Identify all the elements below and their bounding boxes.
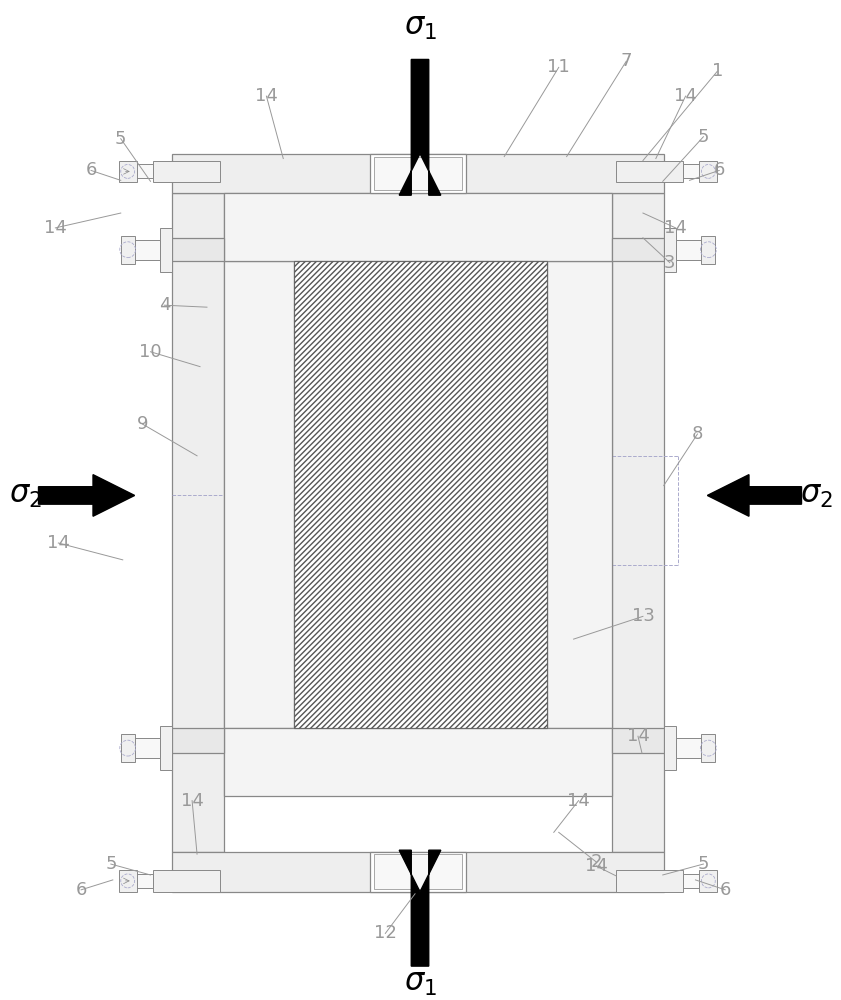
Bar xyxy=(224,728,612,796)
Bar xyxy=(370,154,466,193)
Bar xyxy=(153,161,220,182)
Bar xyxy=(547,261,612,728)
Bar xyxy=(224,193,612,261)
Polygon shape xyxy=(39,475,135,516)
Bar xyxy=(701,734,716,762)
Text: 10: 10 xyxy=(139,343,161,361)
Bar xyxy=(224,261,294,728)
Text: 14: 14 xyxy=(627,727,649,745)
Bar xyxy=(130,874,153,888)
Text: $\sigma_2$: $\sigma_2$ xyxy=(9,481,42,510)
Text: 1: 1 xyxy=(711,62,723,80)
Polygon shape xyxy=(399,59,441,195)
Bar xyxy=(130,164,153,178)
Bar xyxy=(121,236,135,264)
Text: 14: 14 xyxy=(674,87,697,105)
Text: 12: 12 xyxy=(374,924,397,942)
Bar xyxy=(683,874,706,888)
Bar xyxy=(161,228,172,272)
Text: 14: 14 xyxy=(47,534,70,552)
Polygon shape xyxy=(707,475,801,516)
Polygon shape xyxy=(399,850,441,966)
Bar xyxy=(374,157,462,190)
Bar xyxy=(664,726,675,770)
Bar xyxy=(133,738,161,758)
Text: 14: 14 xyxy=(44,219,66,237)
Bar xyxy=(133,240,161,260)
Text: 6: 6 xyxy=(85,161,97,179)
Bar xyxy=(612,193,664,852)
Bar xyxy=(616,870,683,892)
Bar xyxy=(616,161,683,182)
Text: 13: 13 xyxy=(632,607,654,625)
Bar xyxy=(700,161,717,182)
Text: 11: 11 xyxy=(547,58,570,76)
Text: 14: 14 xyxy=(181,792,204,810)
Bar xyxy=(172,154,664,193)
Bar xyxy=(612,238,664,261)
Text: $\sigma_1$: $\sigma_1$ xyxy=(404,13,436,42)
Text: 5: 5 xyxy=(698,128,709,146)
Bar xyxy=(294,261,547,728)
Bar xyxy=(700,870,717,892)
Text: $\sigma_1$: $\sigma_1$ xyxy=(404,969,436,998)
Text: 6: 6 xyxy=(713,161,725,179)
Bar xyxy=(119,161,136,182)
Bar xyxy=(172,852,664,892)
Bar xyxy=(374,854,462,889)
Bar xyxy=(370,852,466,892)
Bar xyxy=(664,228,675,272)
Bar xyxy=(121,734,135,762)
Text: 9: 9 xyxy=(137,415,148,433)
Text: 6: 6 xyxy=(76,881,87,899)
Bar xyxy=(172,193,224,852)
Bar xyxy=(675,738,703,758)
Text: 14: 14 xyxy=(585,857,608,875)
Bar xyxy=(701,236,716,264)
Bar xyxy=(161,726,172,770)
Bar xyxy=(612,728,664,753)
Text: 7: 7 xyxy=(621,52,632,70)
Text: $\sigma_2$: $\sigma_2$ xyxy=(800,481,833,510)
Text: 14: 14 xyxy=(567,792,590,810)
Bar xyxy=(172,238,224,261)
Text: 14: 14 xyxy=(255,87,278,105)
Text: 5: 5 xyxy=(115,130,126,148)
Text: 2: 2 xyxy=(590,853,602,871)
Text: 3: 3 xyxy=(664,254,675,272)
Text: 14: 14 xyxy=(664,219,687,237)
Bar xyxy=(119,870,136,892)
Text: 5: 5 xyxy=(105,855,117,873)
Text: 8: 8 xyxy=(692,425,703,443)
Bar xyxy=(172,728,224,753)
Text: 5: 5 xyxy=(698,855,709,873)
Bar xyxy=(683,164,706,178)
Text: 6: 6 xyxy=(720,881,731,899)
Bar xyxy=(153,870,220,892)
Bar xyxy=(675,240,703,260)
Bar xyxy=(294,261,547,728)
Text: 4: 4 xyxy=(159,296,170,314)
